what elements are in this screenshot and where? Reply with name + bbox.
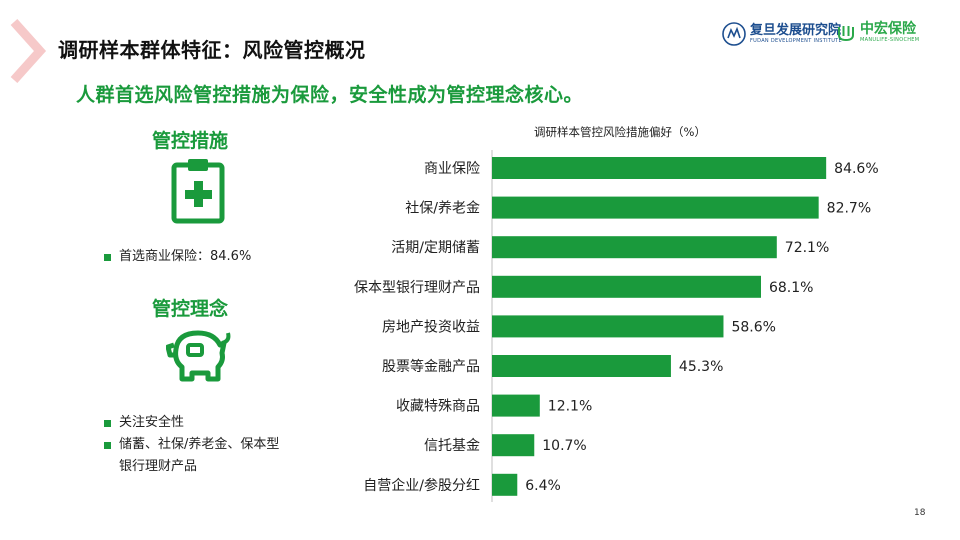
concept-bullet: 关注安全性 — [104, 412, 184, 434]
category-label: 商业保险 — [424, 161, 480, 177]
page-title: 调研样本群体特征：风险管控概况 — [58, 38, 366, 62]
bullet-square — [104, 420, 111, 427]
bar — [492, 315, 724, 338]
value-label: 82.7% — [827, 201, 871, 217]
value-label: 72.1% — [785, 240, 829, 256]
bar — [492, 196, 819, 219]
bar — [492, 236, 777, 259]
category-label: 自营企业/参股分红 — [363, 477, 480, 494]
measures-bullet: 首选商业保险：84.6% — [104, 246, 251, 268]
bar — [492, 157, 827, 179]
bar — [492, 355, 671, 377]
category-label: 房地产投资收益 — [382, 319, 480, 335]
value-label: 12.1% — [548, 399, 592, 415]
concept-bullet-continuation: 银行理财产品 — [119, 456, 197, 478]
bar — [492, 434, 535, 457]
value-label: 6.4% — [525, 478, 561, 494]
concept-bullet-text-1: 关注安全性 — [119, 415, 185, 430]
piggy-bank-icon — [166, 330, 231, 382]
manulife-logo: 中宏保险 MANULIFE-SINOCHEM — [836, 22, 919, 43]
chart-title: 调研样本管控风险措施偏好（%） — [534, 125, 706, 139]
category-label: 信托基金 — [424, 437, 480, 454]
fudan-emblem-icon — [722, 22, 746, 46]
category-label: 保本型银行理财产品 — [354, 280, 480, 296]
bar — [492, 394, 540, 417]
bar — [492, 275, 761, 298]
page-number: 18 — [914, 508, 926, 518]
value-label: 68.1% — [769, 280, 813, 296]
fudan-logo-en: FUDAN DEVELOPMENT INSTITUTE — [750, 38, 842, 44]
concept-heading: 管控理念 — [152, 298, 229, 320]
manulife-emblem-icon — [838, 25, 854, 41]
chevron-decoration — [10, 18, 47, 84]
bullet-square — [104, 442, 111, 449]
category-label: 活期/定期储蓄 — [391, 240, 480, 256]
value-label: 58.6% — [731, 319, 775, 335]
clipboard-medical-icon — [171, 159, 225, 224]
value-label: 45.3% — [679, 359, 723, 375]
value-label: 10.7% — [542, 438, 586, 454]
concept-bullet: 储蓄、社保/养老金、保本型 — [104, 434, 279, 456]
measures-heading: 管控措施 — [152, 130, 229, 152]
bullet-square — [104, 254, 111, 261]
fudan-logo-name: 复旦发展研究院 — [750, 23, 842, 38]
category-label: 社保/养老金 — [405, 201, 480, 217]
measures-bullet-text: 首选商业保险：84.6% — [119, 249, 252, 264]
category-label: 股票等金融产品 — [382, 358, 480, 375]
concept-bullet-text-3: 银行理财产品 — [119, 459, 198, 474]
manulife-logo-name: 中宏保险 — [860, 21, 916, 37]
category-label: 收藏特殊商品 — [396, 399, 480, 415]
bar — [492, 473, 518, 496]
page-subtitle: 人群首选风险管控措施为保险，安全性成为管控理念核心。 — [76, 84, 584, 106]
manulife-logo-en: MANULIFE-SINOCHEM — [860, 37, 920, 43]
concept-bullet-text-2: 储蓄、社保/养老金、保本型 — [119, 437, 280, 452]
value-label: 84.6% — [834, 161, 878, 177]
fudan-logo: 复旦发展研究院 FUDAN DEVELOPMENT INSTITUTE — [722, 22, 842, 46]
